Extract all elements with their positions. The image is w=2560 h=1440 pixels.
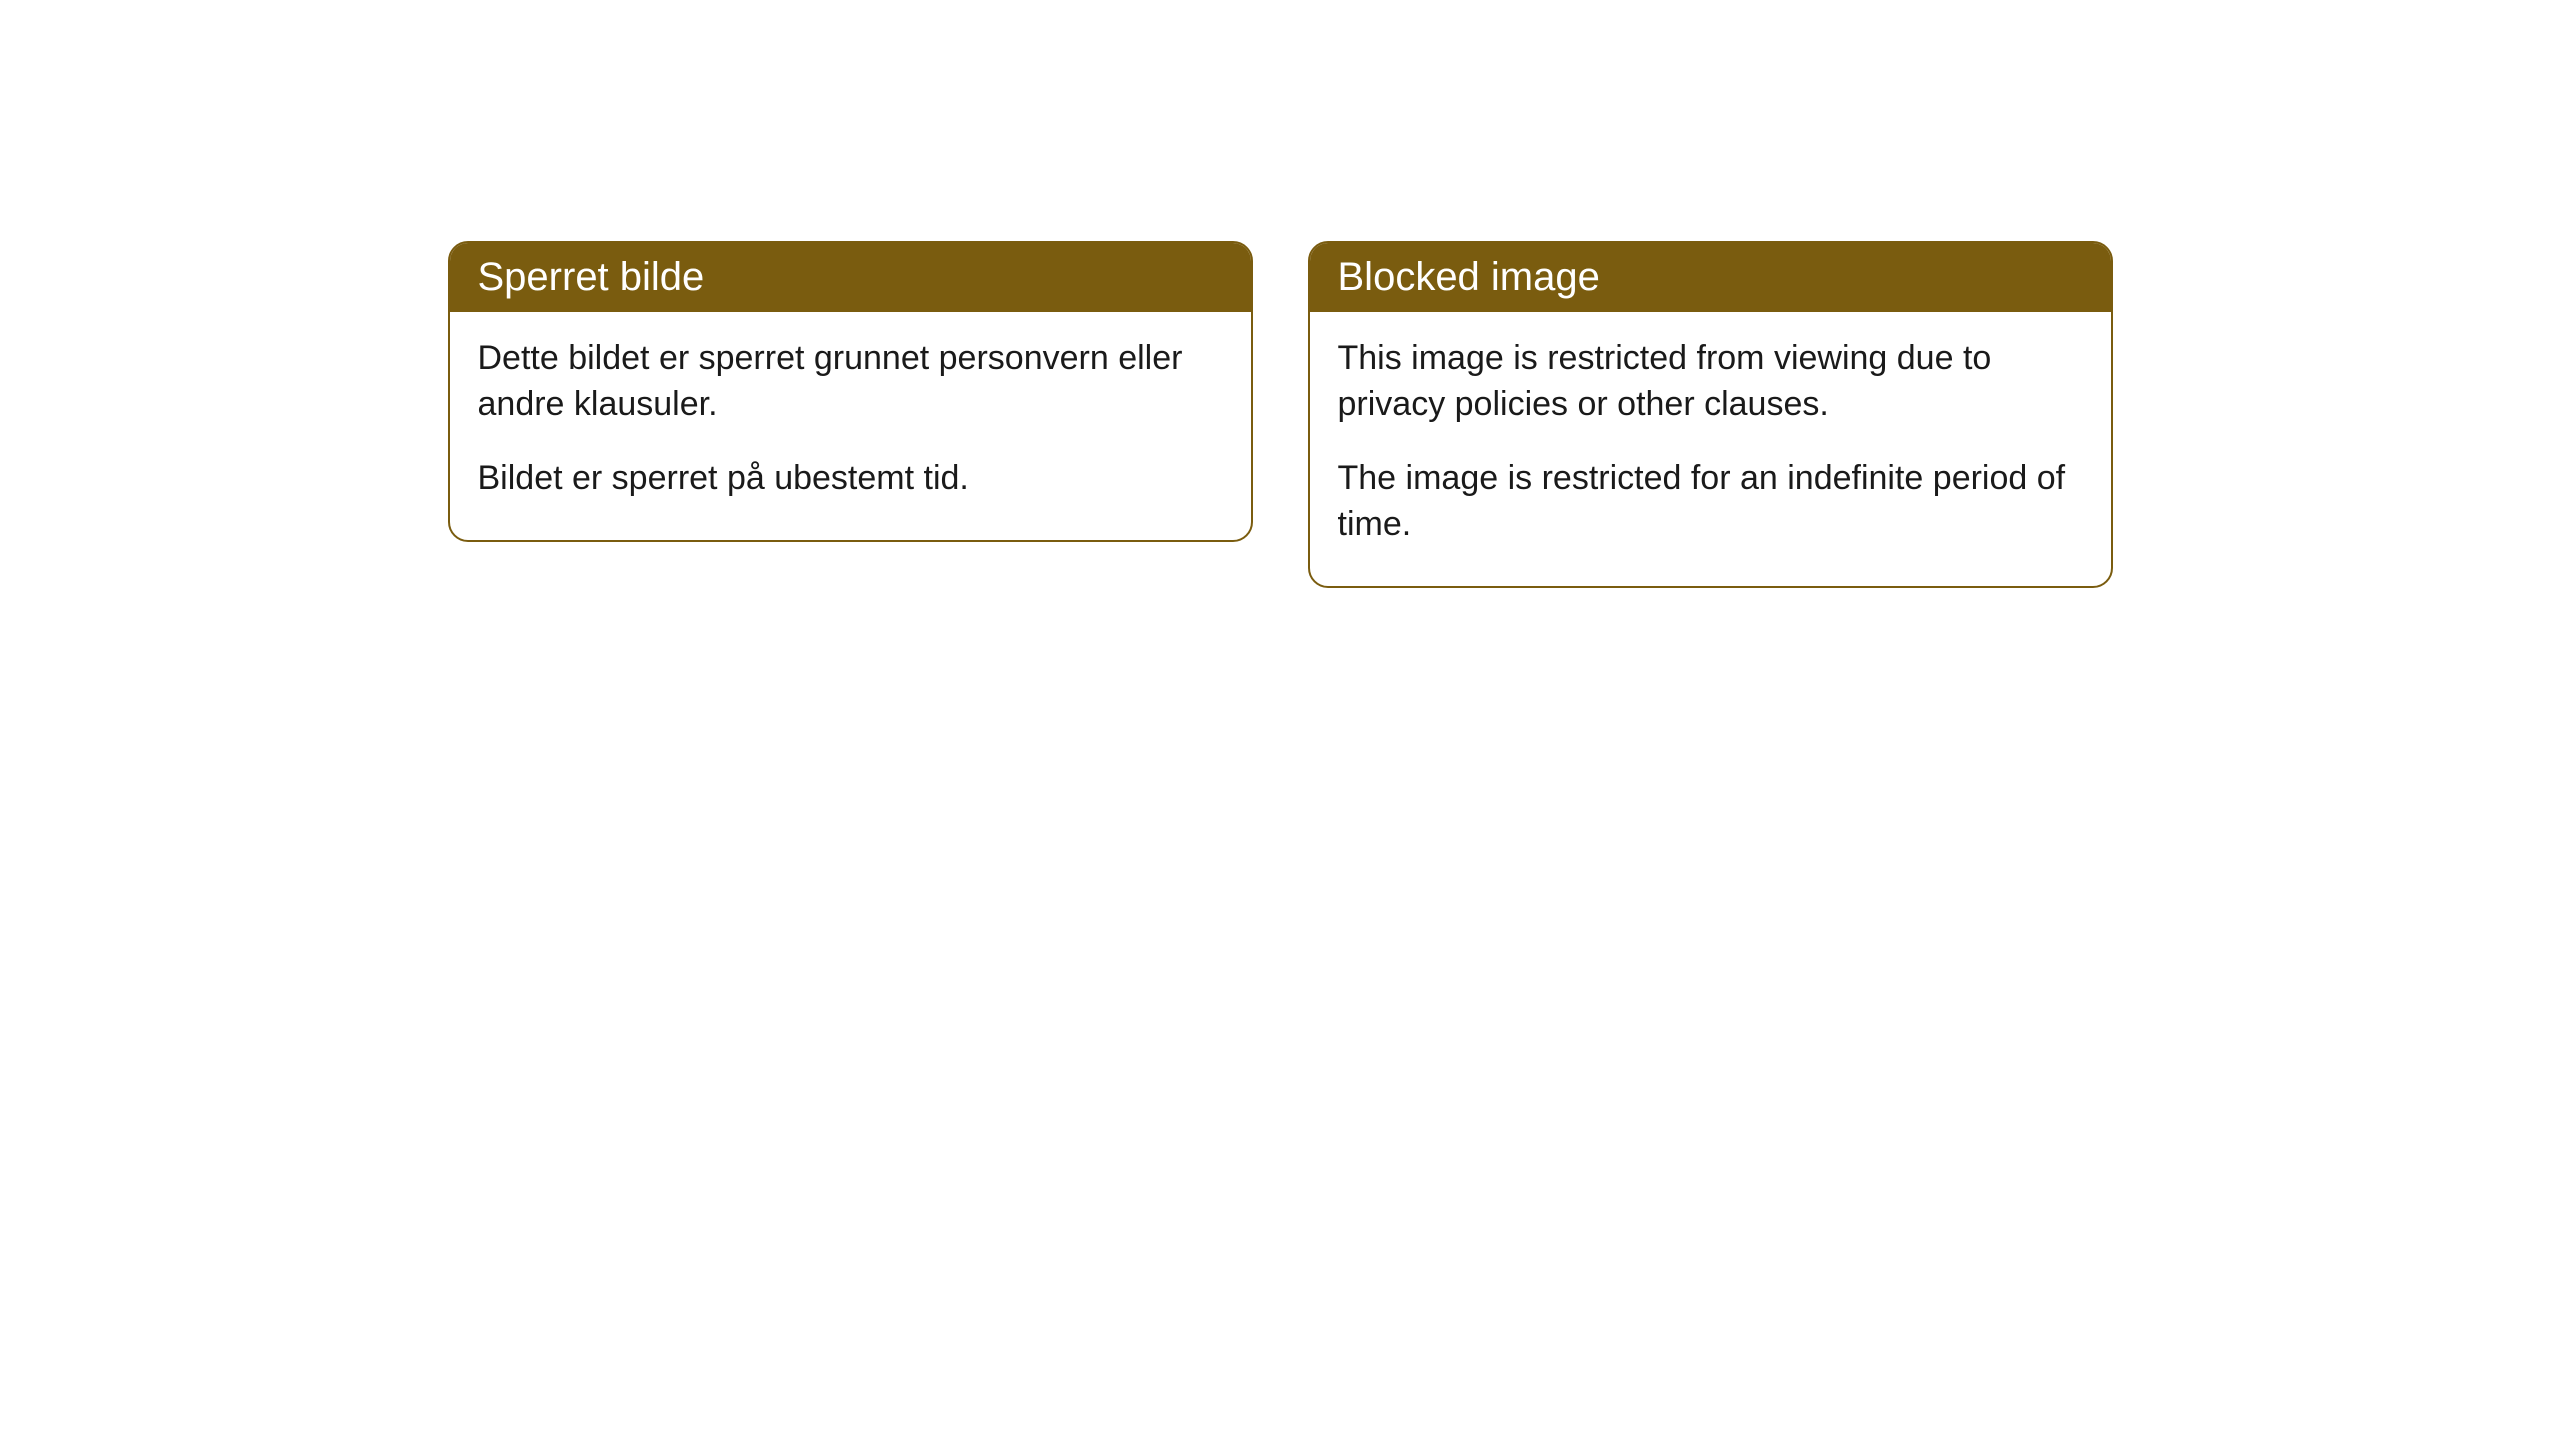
blocked-image-card-norwegian: Sperret bilde Dette bildet er sperret gr… [448,241,1253,542]
card-title: Sperret bilde [478,255,705,299]
card-paragraph: Bildet er sperret på ubestemt tid. [478,456,1223,502]
card-paragraph: The image is restricted for an indefinit… [1338,456,2083,548]
card-body: This image is restricted from viewing du… [1310,312,2111,586]
card-paragraph: This image is restricted from viewing du… [1338,336,2083,428]
card-header: Sperret bilde [450,243,1251,312]
card-title: Blocked image [1338,255,1600,299]
cards-container: Sperret bilde Dette bildet er sperret gr… [448,241,2113,1440]
blocked-image-card-english: Blocked image This image is restricted f… [1308,241,2113,588]
card-paragraph: Dette bildet er sperret grunnet personve… [478,336,1223,428]
card-body: Dette bildet er sperret grunnet personve… [450,312,1251,540]
card-header: Blocked image [1310,243,2111,312]
